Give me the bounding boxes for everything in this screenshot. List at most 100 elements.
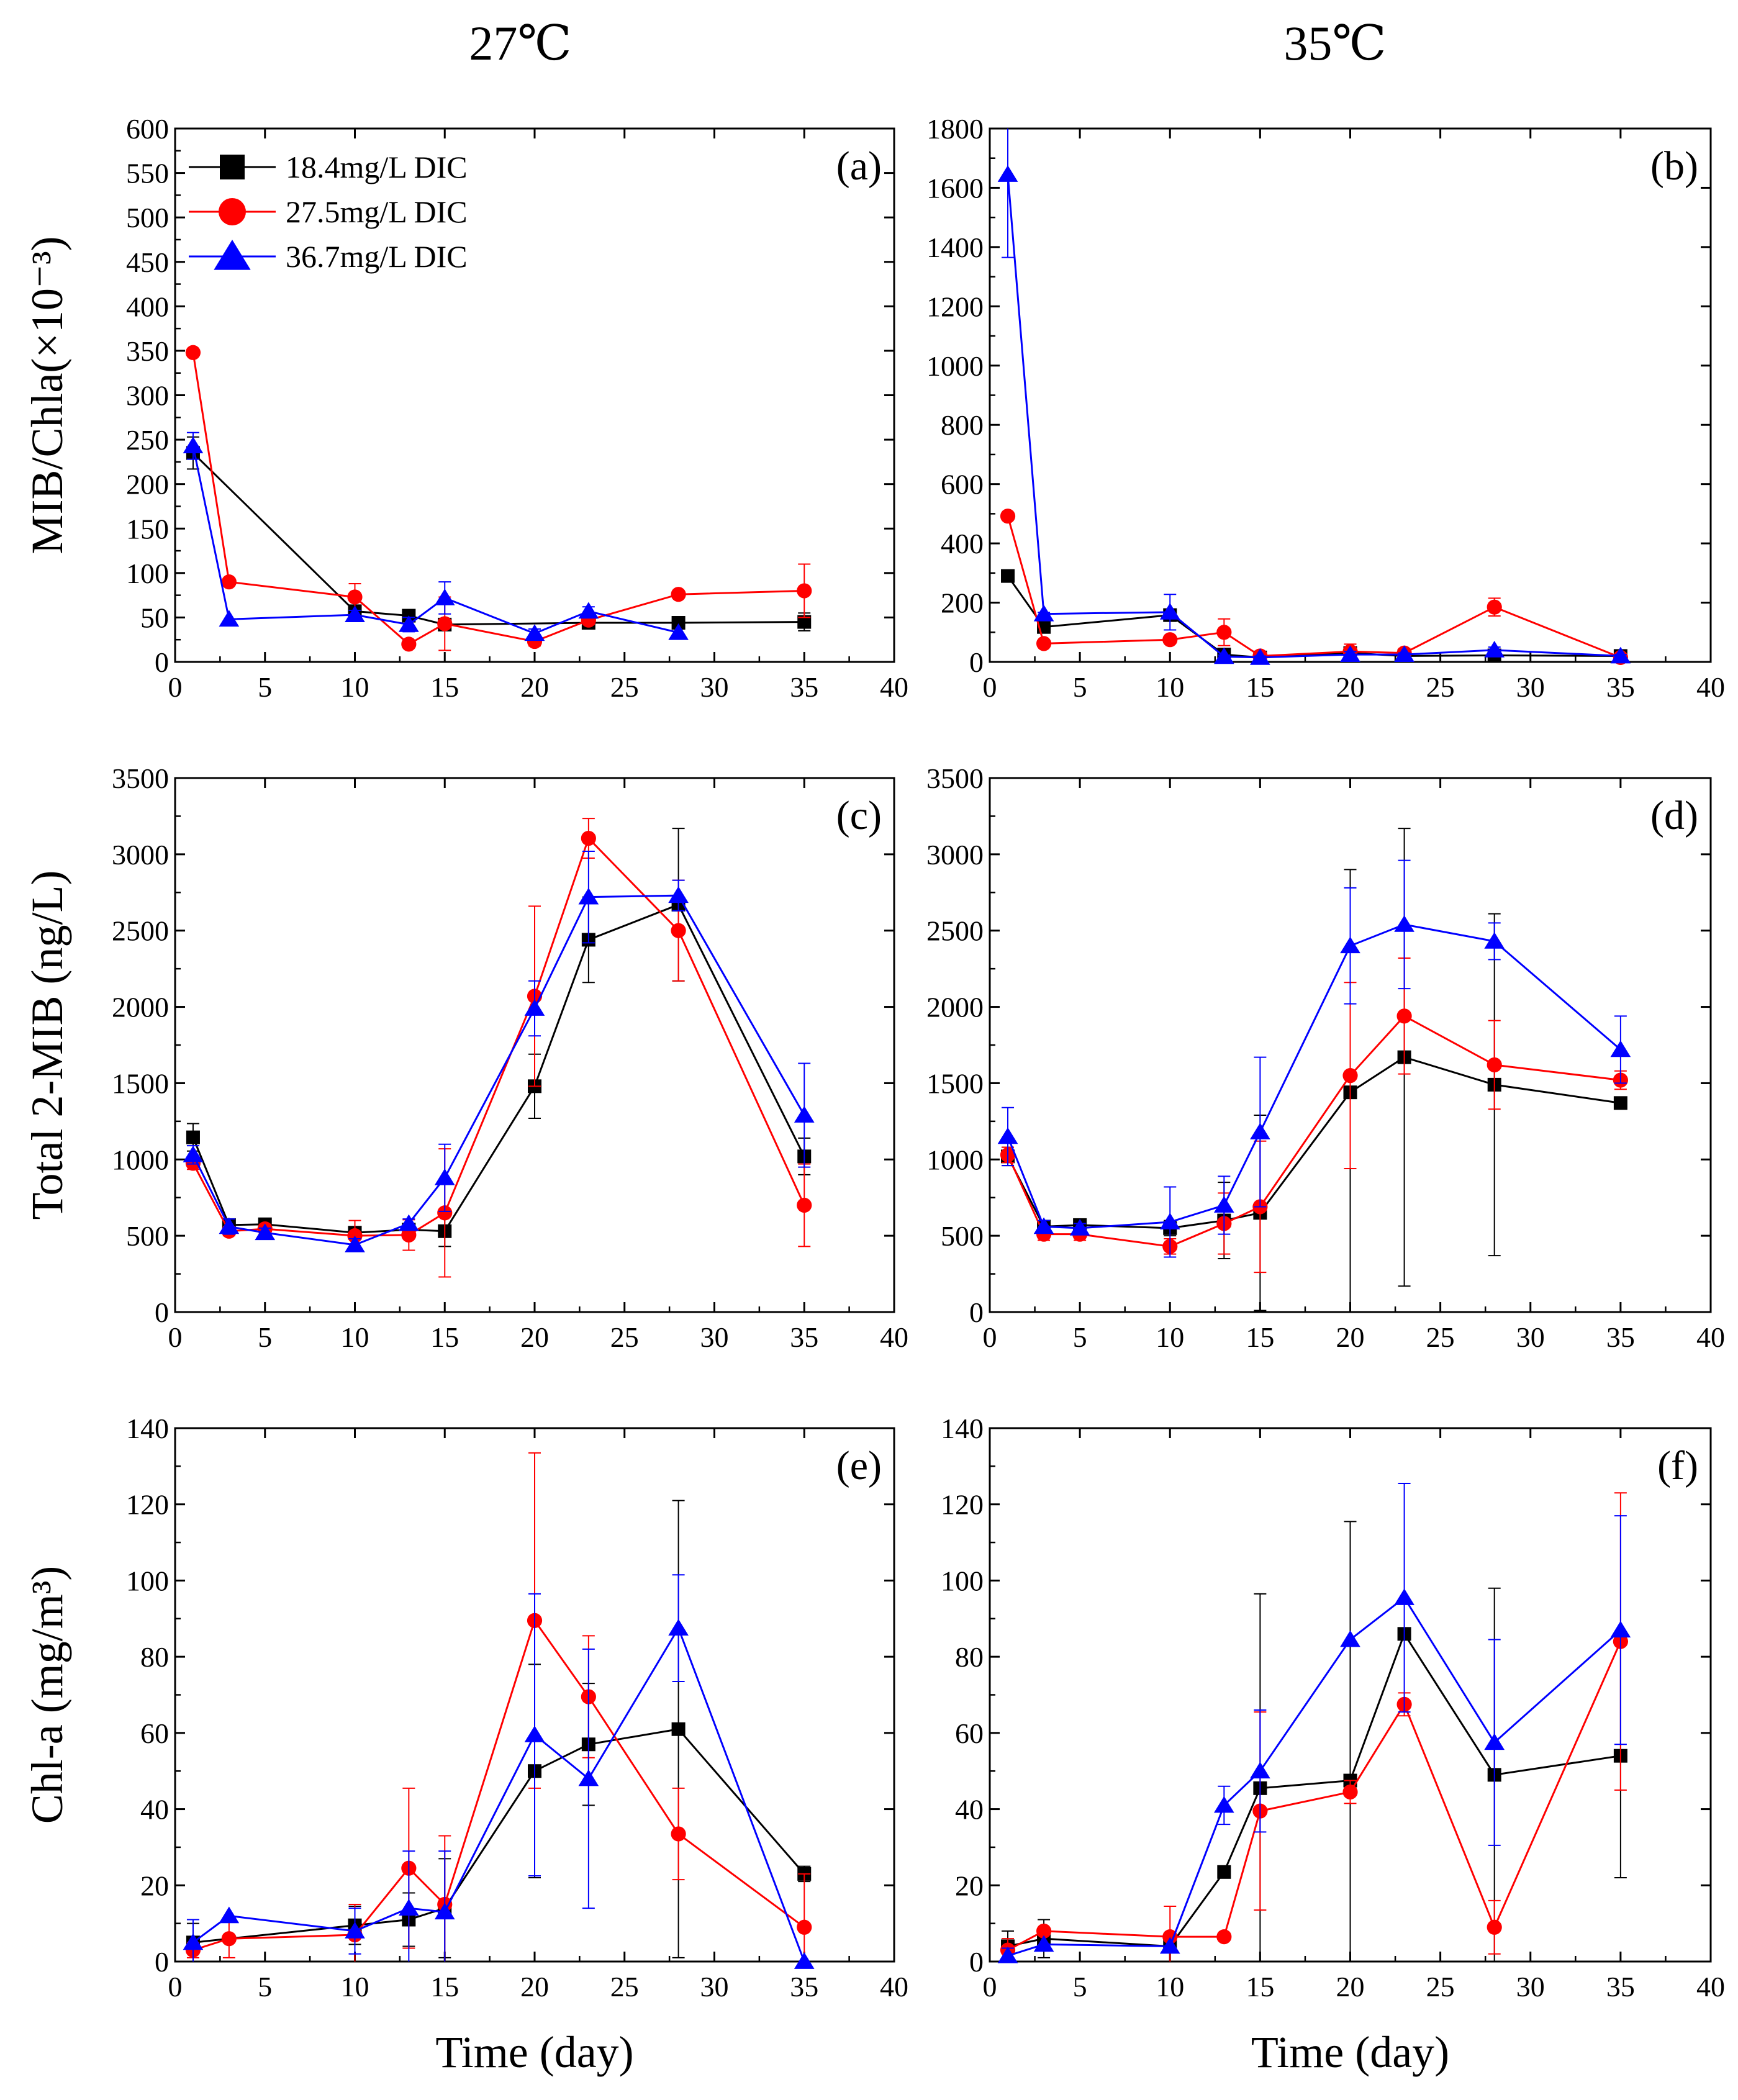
x-tick-label: 25 — [610, 1971, 639, 2003]
data-point — [221, 574, 237, 590]
data-point — [671, 923, 686, 938]
x-tick-label: 0 — [168, 1321, 183, 1353]
data-point — [1216, 625, 1232, 640]
data-point — [401, 636, 417, 652]
data-point — [183, 1146, 204, 1162]
data-point — [437, 616, 453, 631]
y-tick-label: 120 — [941, 1489, 984, 1521]
y-tick-label: 0 — [155, 1946, 169, 1978]
data-point — [671, 1826, 686, 1842]
x-tick-label: 0 — [983, 1321, 997, 1353]
data-point — [997, 1127, 1018, 1144]
series-line — [1007, 1641, 1622, 1951]
data-point — [578, 887, 599, 905]
x-tick-label: 20 — [520, 1971, 549, 2003]
data-point — [1000, 509, 1016, 524]
y-tick-label: 0 — [969, 1946, 984, 1978]
data-point — [997, 1946, 1018, 1963]
y-axis-title: MIB/Chla(×10⁻³) — [22, 236, 72, 554]
panels: 0 5 10 15 20 25 30 35 40050100150200250300350400… — [22, 113, 1725, 2077]
data-point — [219, 1217, 240, 1234]
y-tick-label: 50 — [140, 602, 169, 633]
y-tick-label: 1400 — [926, 232, 984, 263]
data-point — [1342, 1784, 1358, 1800]
data-point — [1484, 641, 1505, 658]
series-2 — [997, 129, 1631, 665]
data-point — [434, 1903, 455, 1920]
x-tick-label: 35 — [790, 671, 818, 703]
x-tick-label: 15 — [1246, 1321, 1274, 1353]
panel-5: 0 5 10 15 20 25 30 35 40 0 20 40 60 80 100 120 140 (f) Tim… — [941, 1413, 1725, 2077]
y-tick-label: 600 — [941, 469, 984, 500]
x-tick-label: 30 — [1516, 1971, 1545, 2003]
data-point — [1340, 936, 1360, 954]
x-axis-title: Time (day) — [435, 2027, 633, 2077]
data-point — [1487, 599, 1502, 615]
data-point — [219, 610, 240, 627]
data-point — [524, 1726, 545, 1742]
y-tick-label: 100 — [126, 558, 169, 589]
series-line — [192, 1728, 805, 1944]
data-point — [1610, 1621, 1631, 1638]
data-point — [219, 1906, 240, 1924]
x-tick-label: 25 — [1426, 1321, 1455, 1353]
data-point — [794, 1106, 815, 1123]
series-1 — [1000, 509, 1628, 665]
x-tick-label: 0 — [983, 671, 997, 703]
panel-4: 0 5 10 15 20 25 30 35 40 0 20 40 60 80 100 120 140 (e) Chl… — [22, 1413, 908, 2077]
y-tick-label: 3000 — [926, 839, 984, 871]
series-0 — [186, 828, 812, 1247]
data-point — [401, 1227, 417, 1243]
series-1 — [185, 818, 812, 1278]
series-line — [192, 903, 805, 1234]
x-tick-label: 20 — [1336, 1321, 1365, 1353]
y-tick-label: 500 — [126, 1220, 169, 1252]
series-1 — [185, 345, 812, 652]
x-tick-label: 20 — [1336, 1971, 1365, 2003]
x-tick-label: 15 — [430, 1971, 459, 2003]
legend: 18.4mg/L DIC 27.5mg/L DIC 36.7mg/L DIC — [189, 150, 468, 274]
x-tick-label: 10 — [1156, 671, 1184, 703]
series-line — [192, 352, 805, 646]
data-point — [671, 616, 686, 630]
plot-frame — [989, 127, 1712, 663]
data-point — [1036, 636, 1052, 651]
data-point — [797, 583, 812, 599]
y-tick-label: 800 — [941, 409, 984, 441]
x-tick-label: 40 — [880, 1321, 908, 1353]
data-point — [1033, 604, 1054, 622]
series-line — [1007, 575, 1621, 659]
x-tick-label: 25 — [1426, 671, 1455, 703]
series-1 — [185, 1452, 812, 1962]
y-tick-label: 350 — [126, 335, 169, 367]
column-title-35: 35℃ — [1283, 16, 1386, 70]
series-2 — [997, 1482, 1631, 1963]
data-point — [1394, 645, 1414, 662]
x-tick-label: 0 — [168, 671, 183, 703]
plot-frame — [174, 127, 895, 663]
y-tick-label: 100 — [126, 1565, 169, 1596]
x-tick-label: 0 — [168, 1971, 183, 2003]
legend-label: 27.5mg/L DIC — [286, 194, 468, 229]
x-tick-label: 40 — [1696, 671, 1725, 703]
y-tick-label: 2500 — [112, 915, 169, 947]
data-point — [255, 1223, 276, 1241]
y-tick-label: 20 — [955, 1870, 984, 1901]
data-point — [578, 602, 599, 619]
data-point — [1250, 648, 1270, 665]
y-tick-label: 200 — [126, 469, 169, 500]
data-point — [797, 1197, 812, 1213]
data-point — [997, 165, 1018, 182]
y-tick-label: 1500 — [926, 1067, 984, 1099]
y-tick-label: 100 — [941, 1565, 984, 1596]
data-point — [1162, 1929, 1178, 1945]
y-tick-label: 1000 — [926, 1144, 984, 1175]
data-point — [1610, 646, 1631, 664]
data-point — [345, 605, 365, 623]
x-tick-label: 10 — [341, 1971, 369, 2003]
data-point — [1484, 932, 1505, 949]
data-point — [1001, 569, 1015, 583]
y-tick-label: 400 — [126, 291, 169, 322]
data-point — [399, 1899, 419, 1916]
panel-label: (e) — [836, 1443, 882, 1488]
